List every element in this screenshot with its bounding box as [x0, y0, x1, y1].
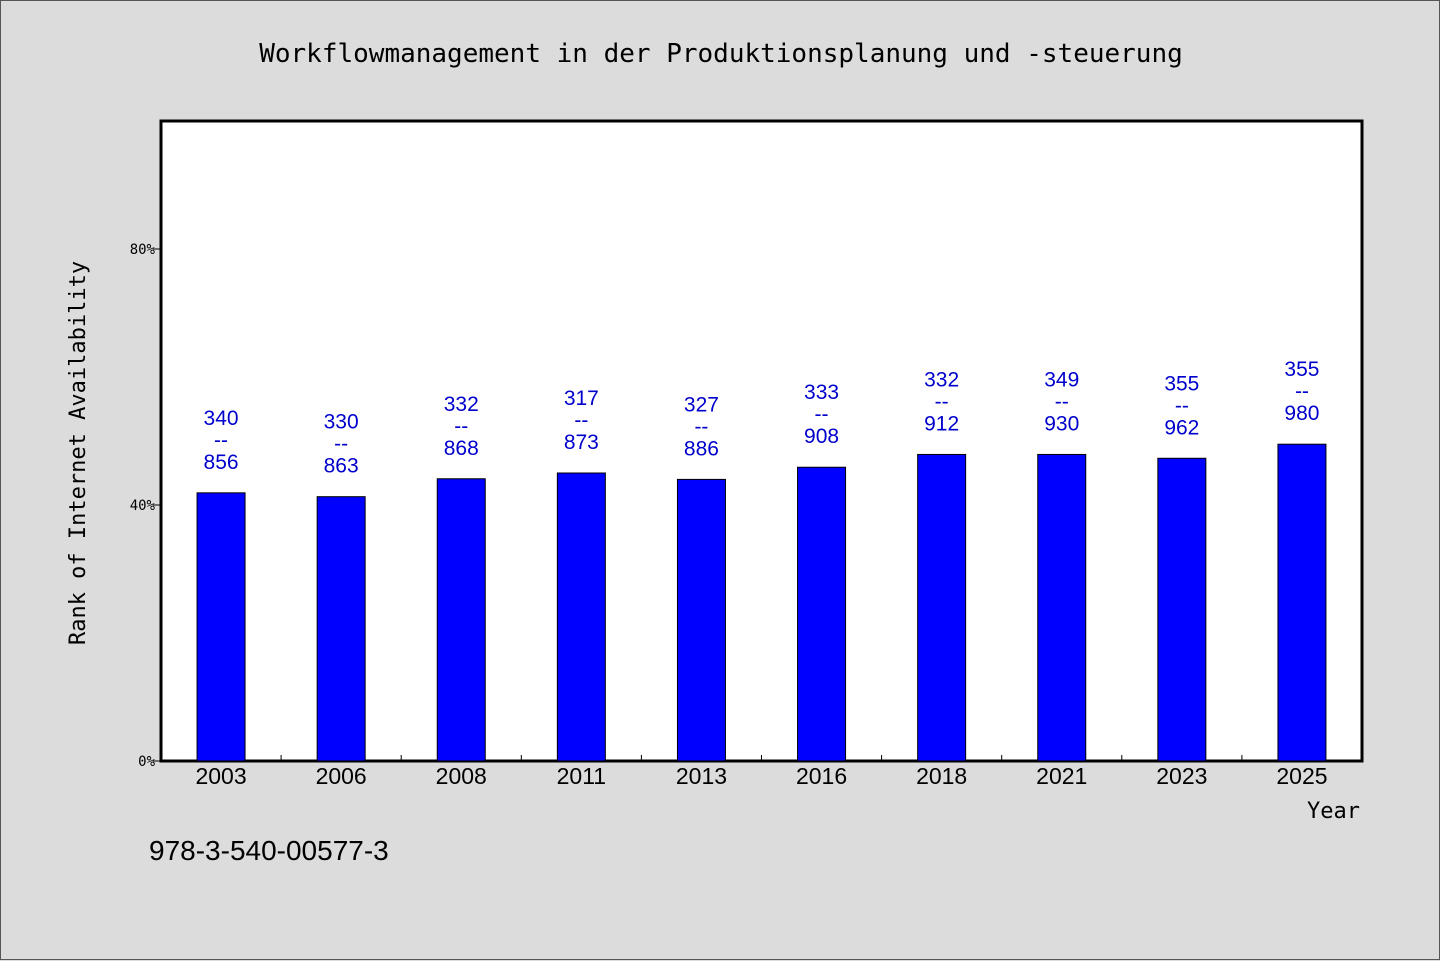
- y-axis: 0% 40% 80%: [130, 242, 161, 770]
- x-tick-label: 2025: [1276, 763, 1327, 789]
- isbn-text: 978-3-540-00577-3: [149, 835, 389, 866]
- bar: [556, 472, 606, 762]
- bar-data-label: 349: [1044, 368, 1079, 391]
- x-tick-label: 2003: [195, 763, 246, 789]
- bar-data-label: --: [1055, 390, 1069, 413]
- bar-data-label: 332: [444, 393, 479, 416]
- x-axis: 2003 2006 2008 2011 2013 2016 2018 2021 2023 2025: [195, 755, 1328, 789]
- y-tick-label: 0%: [138, 754, 155, 770]
- x-tick-label: 2013: [676, 763, 727, 789]
- bar-data-label: --: [574, 409, 588, 432]
- bar-data-label: 327: [684, 393, 719, 416]
- y-tick-label: 40%: [130, 498, 156, 514]
- bar: [1157, 457, 1207, 762]
- bar-data-label: 868: [444, 437, 479, 460]
- bar-series: [196, 443, 1327, 762]
- bar-data-label: 856: [204, 451, 239, 474]
- bar-data-label: 332: [924, 368, 959, 391]
- bar: [196, 492, 246, 762]
- bar-data-label: 355: [1284, 358, 1319, 381]
- y-axis-label: Rank of Internet Availability: [66, 261, 91, 645]
- bar: [1037, 453, 1087, 762]
- x-tick-label: 2018: [916, 763, 967, 789]
- bar: [797, 466, 847, 762]
- chart-title: Workflowmanagement in der Produktionspla…: [259, 39, 1183, 69]
- bar-data-label: 962: [1164, 416, 1199, 439]
- x-tick-label: 2023: [1156, 763, 1207, 789]
- bar-data-label: --: [694, 415, 708, 438]
- bar: [436, 478, 486, 762]
- bar-data-label: 980: [1284, 402, 1319, 425]
- x-tick-label: 2021: [1036, 763, 1087, 789]
- bar-data-label: 886: [684, 437, 719, 460]
- x-tick-label: 2006: [316, 763, 367, 789]
- bar-data-label: 873: [564, 431, 599, 454]
- bar-data-label: --: [334, 433, 348, 456]
- x-axis-label: Year: [1307, 799, 1360, 824]
- bar-data-label: --: [935, 390, 949, 413]
- bar: [676, 478, 726, 762]
- bar-data-label: 330: [324, 411, 359, 434]
- bar-data-label: 317: [564, 387, 599, 410]
- bar-data-label: --: [454, 415, 468, 438]
- bar-data-label: 333: [804, 381, 839, 404]
- x-tick-label: 2016: [796, 763, 847, 789]
- bar-data-label: --: [1295, 380, 1309, 403]
- bar-data-label: 863: [324, 455, 359, 478]
- bar: [316, 496, 366, 762]
- bar: [1277, 443, 1327, 762]
- bar-data-label: 355: [1164, 372, 1199, 395]
- bar-data-label: --: [1175, 394, 1189, 417]
- x-tick-label: 2008: [436, 763, 487, 789]
- bar: [917, 453, 967, 762]
- bar-data-label: --: [815, 403, 829, 426]
- bar-data-label: 908: [804, 425, 839, 448]
- y-tick-label: 80%: [130, 242, 156, 258]
- bar-data-label: 912: [924, 412, 959, 435]
- x-tick-label: 2011: [557, 763, 606, 789]
- bar-labels: 340--856330--863332--868317--873327--886…: [204, 358, 1320, 477]
- bar-data-label: 340: [204, 407, 239, 430]
- bar-data-label: --: [214, 429, 228, 452]
- bar-data-label: 930: [1044, 412, 1079, 435]
